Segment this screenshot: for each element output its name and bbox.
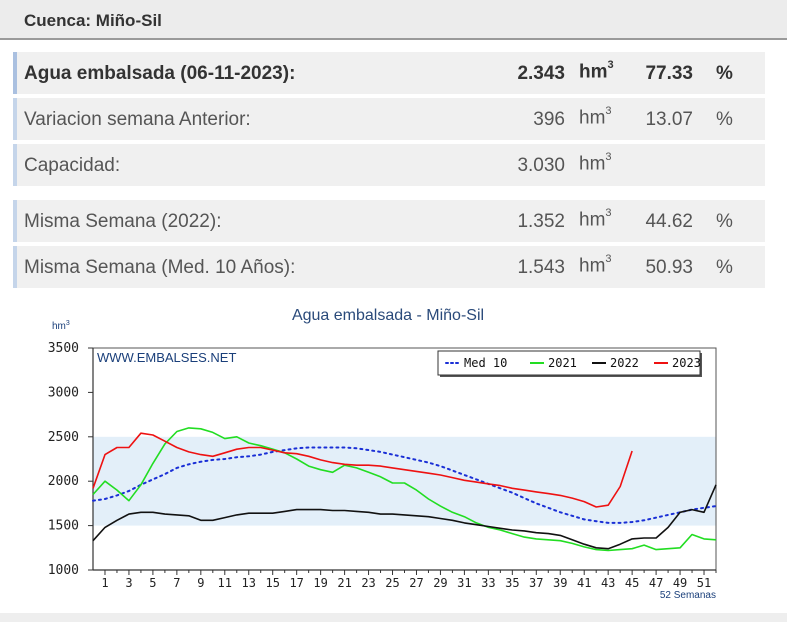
x-tick-label: 15 bbox=[265, 576, 279, 590]
stat-label: Misma Semana (2022): bbox=[24, 211, 222, 232]
stat-unit: hm3 bbox=[579, 59, 614, 83]
stat-label: Agua embalsada (06-11-2023): bbox=[24, 63, 296, 84]
x-tick-label: 5 bbox=[149, 576, 156, 590]
x-tick-label: 35 bbox=[505, 576, 519, 590]
x-tick-label: 47 bbox=[649, 576, 663, 590]
stat-percent-sign: % bbox=[716, 211, 733, 232]
stat-label: Misma Semana (Med. 10 Años): bbox=[24, 257, 296, 278]
x-tick-label: 13 bbox=[242, 576, 256, 590]
x-tick-label: 23 bbox=[361, 576, 375, 590]
x-tick-label: 51 bbox=[697, 576, 711, 590]
stat-percent-sign: % bbox=[716, 63, 733, 84]
chart-title: Agua embalsada - Miño-Sil bbox=[292, 307, 484, 324]
x-tick-label: 33 bbox=[481, 576, 495, 590]
stat-value: 1.352 bbox=[517, 211, 565, 232]
stat-row: Capacidad: 3.030 hm3 bbox=[13, 144, 765, 186]
stat-row: Agua embalsada (06-11-2023): 2.343 hm3 77.3… bbox=[13, 52, 765, 94]
stat-value: 1.543 bbox=[517, 257, 565, 278]
y-tick-label: 2500 bbox=[48, 430, 79, 445]
y-tick-label: 2000 bbox=[48, 474, 79, 489]
legend-label: 2022 bbox=[610, 356, 639, 370]
legend-label: Med 10 bbox=[464, 356, 507, 370]
stat-percent-sign: % bbox=[716, 257, 733, 278]
watermark-text: WWW.EMBALSES.NET bbox=[97, 350, 236, 365]
basin-title: Cuenca: Miño-Sil bbox=[24, 11, 162, 30]
stat-value: 3.030 bbox=[517, 155, 565, 176]
stat-row: Misma Semana (Med. 10 Años): 1.543 hm3 50.9… bbox=[13, 246, 765, 288]
x-tick-label: 43 bbox=[601, 576, 615, 590]
x-tick-label: 19 bbox=[313, 576, 327, 590]
stat-value: 396 bbox=[533, 109, 565, 130]
stat-label: Capacidad: bbox=[24, 155, 121, 176]
y-tick-label: 3000 bbox=[48, 385, 79, 400]
x-tick-label: 25 bbox=[385, 576, 399, 590]
stat-value: 2.343 bbox=[517, 63, 565, 84]
y-tick-label: 3500 bbox=[48, 341, 79, 356]
y-tick-label: 1000 bbox=[48, 563, 79, 578]
x-tick-label: 27 bbox=[409, 576, 423, 590]
reservoir-chart: 1000 1500 2000 2500 3000 3500 1 3 5 7 9 11 13 15 17 19 2… bbox=[0, 295, 787, 615]
stat-unit: hm3 bbox=[579, 151, 612, 175]
series-line bbox=[92, 432, 633, 508]
x-tick-label: 17 bbox=[289, 576, 303, 590]
x-tick-label: 9 bbox=[197, 576, 204, 590]
stat-row: Variacion semana Anterior: 396 hm3 13.07% bbox=[13, 98, 765, 140]
x-tick-label: 1 bbox=[101, 576, 108, 590]
x-tick-label: 29 bbox=[433, 576, 447, 590]
stat-percent: 13.07 bbox=[645, 109, 693, 130]
stat-percent: 50.93 bbox=[645, 257, 693, 278]
stat-unit: hm3 bbox=[579, 253, 612, 277]
x-tick-label: 11 bbox=[218, 576, 232, 590]
footer-strip bbox=[0, 613, 787, 622]
stat-label: Variacion semana Anterior: bbox=[24, 109, 251, 130]
x-tick-label: 45 bbox=[625, 576, 639, 590]
series-line bbox=[92, 427, 717, 552]
x-tick-label: 39 bbox=[553, 576, 567, 590]
x-axis-note: 52 Semanas bbox=[660, 590, 716, 601]
x-tick-label: 31 bbox=[457, 576, 471, 590]
x-tick-label: 49 bbox=[673, 576, 687, 590]
stat-percent-sign: % bbox=[716, 109, 733, 130]
legend-label: 2021 bbox=[548, 356, 577, 370]
series-line bbox=[92, 446, 717, 524]
x-tick-label: 37 bbox=[529, 576, 543, 590]
stat-percent: 77.33 bbox=[645, 63, 693, 84]
basin-header: Cuenca: Miño-Sil bbox=[0, 0, 787, 40]
x-tick-label: 3 bbox=[125, 576, 132, 590]
x-tick-label: 7 bbox=[173, 576, 180, 590]
stat-percent: 44.62 bbox=[645, 211, 693, 232]
range-band bbox=[93, 436, 716, 526]
legend-label: 2023 bbox=[672, 356, 701, 370]
y-axis-label: hm3 bbox=[52, 320, 70, 332]
series-line bbox=[92, 484, 717, 550]
stat-unit: hm3 bbox=[579, 207, 612, 231]
stat-row: Misma Semana (2022): 1.352 hm3 44.62% bbox=[13, 200, 765, 242]
stat-unit: hm3 bbox=[579, 105, 612, 129]
x-tick-label: 41 bbox=[577, 576, 591, 590]
y-tick-label: 1500 bbox=[48, 519, 79, 534]
x-tick-label: 21 bbox=[337, 576, 351, 590]
